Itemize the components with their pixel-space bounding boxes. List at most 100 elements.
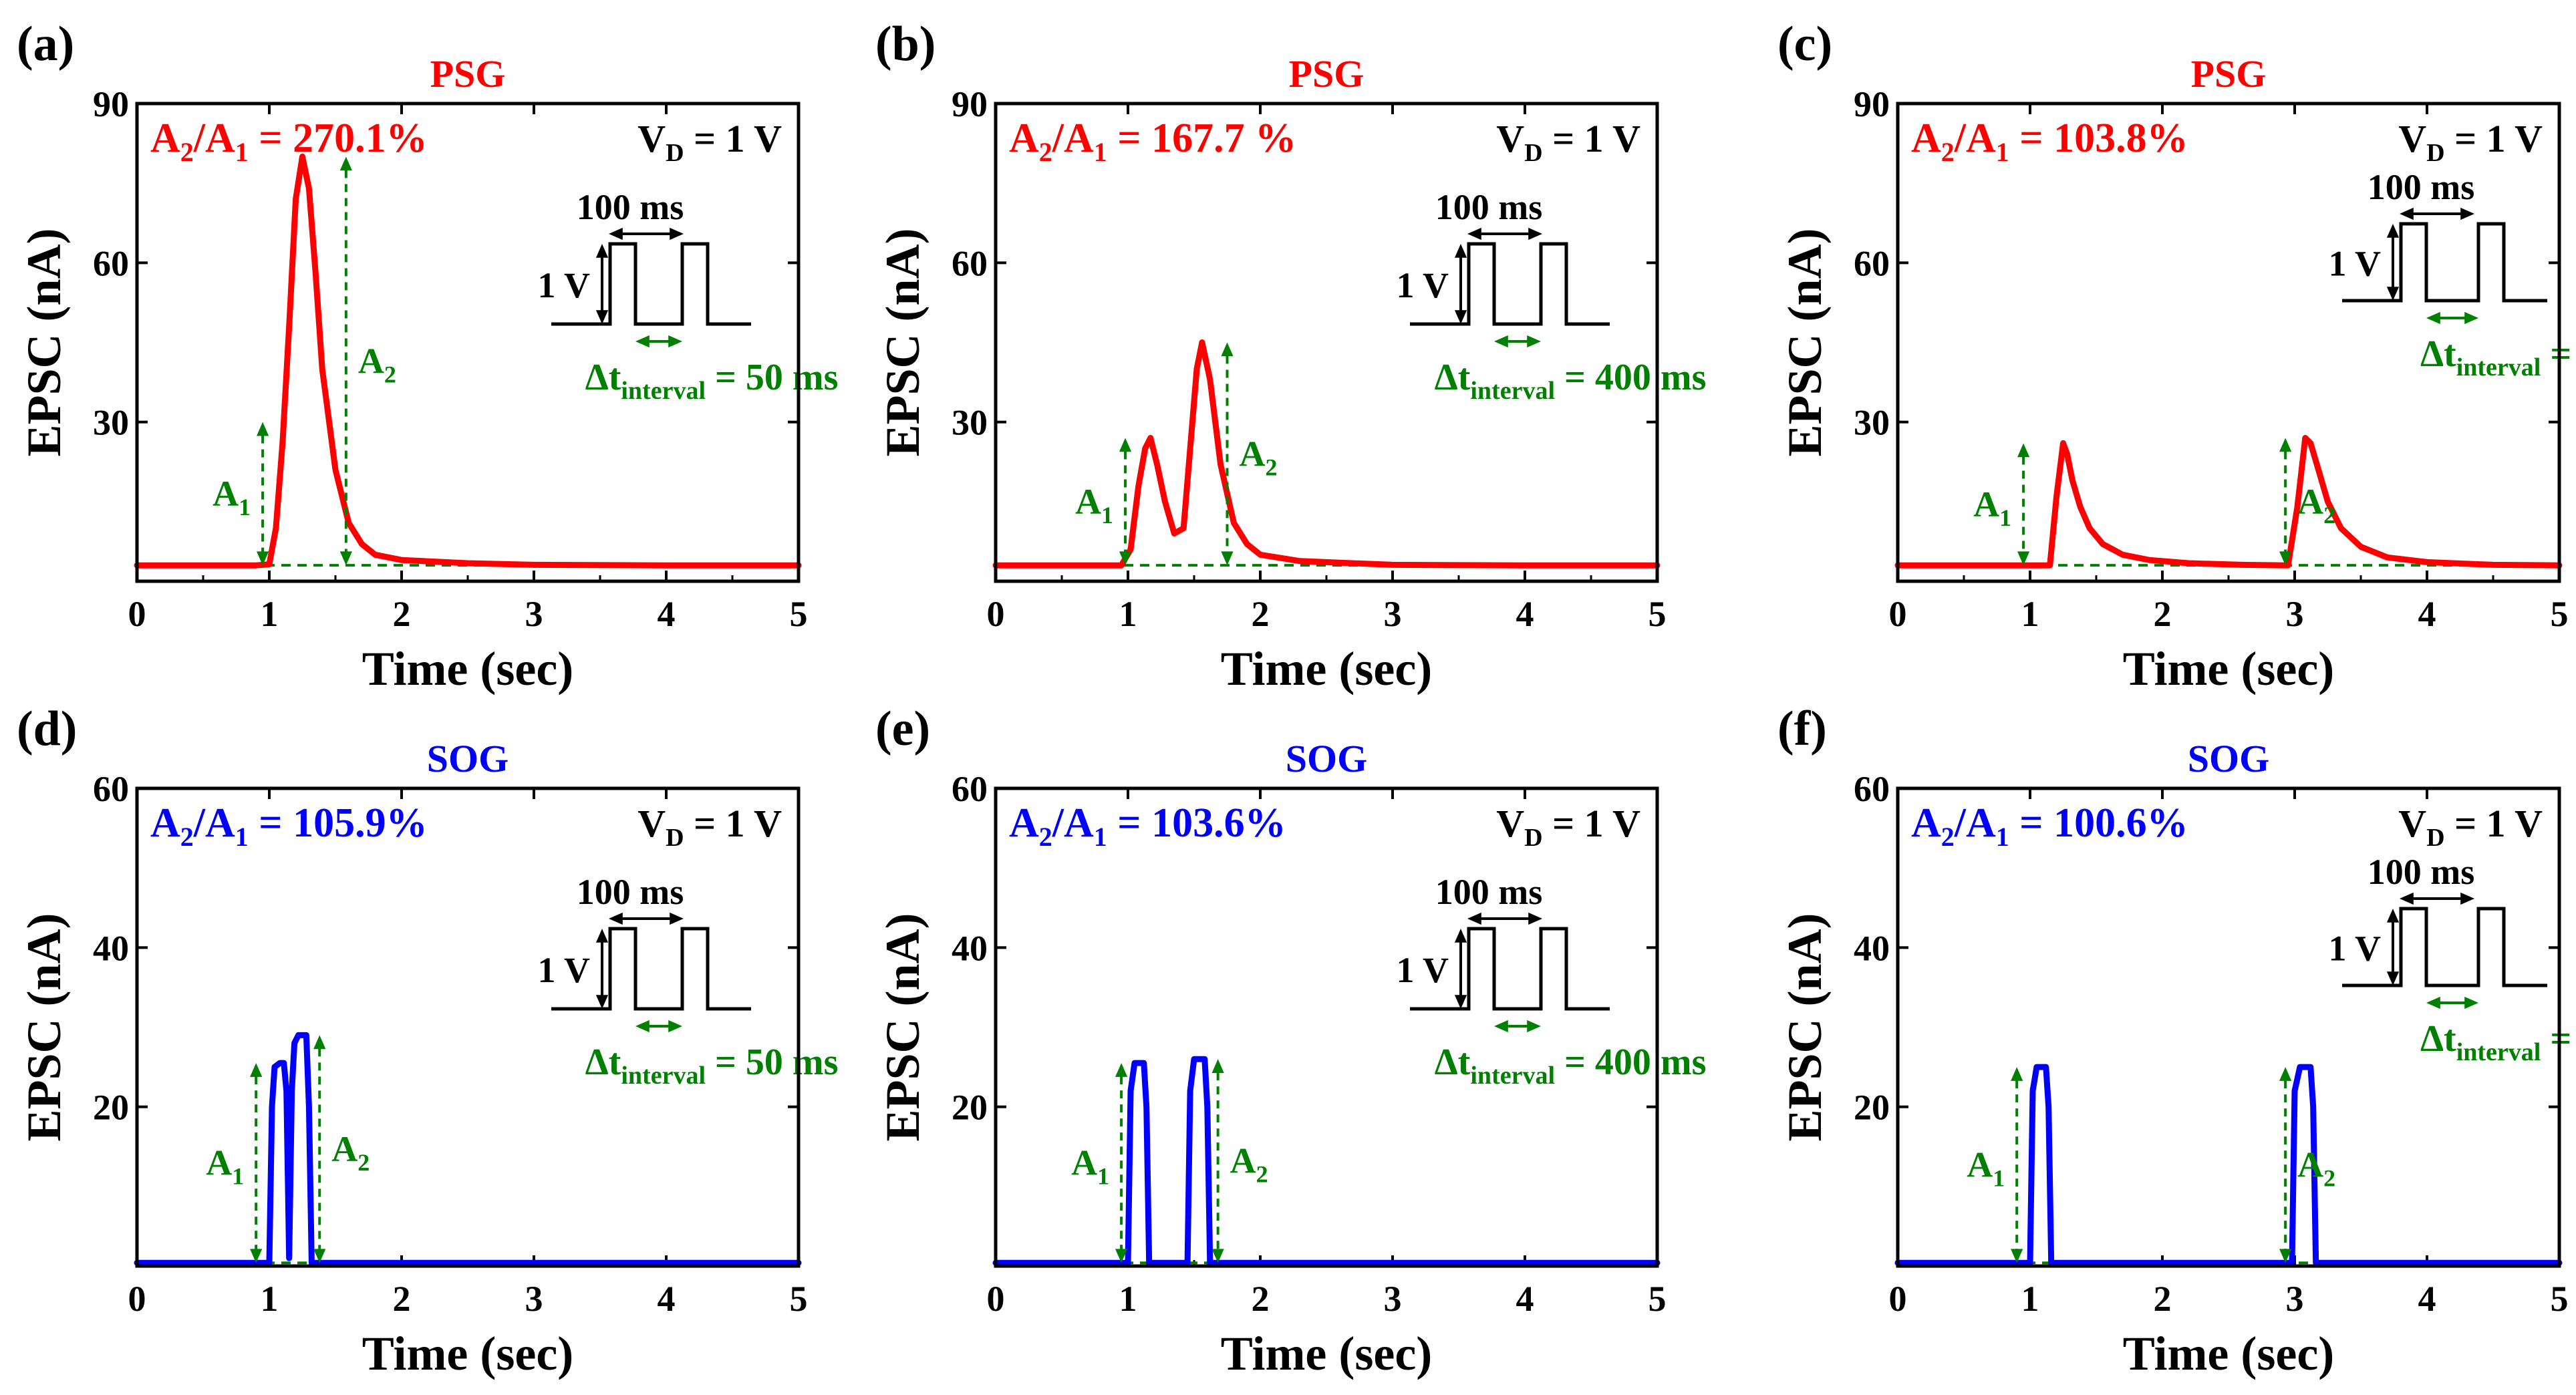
arrow-head xyxy=(595,310,609,324)
vd-sub: D xyxy=(2426,139,2444,167)
x-tick-label: 1 xyxy=(261,1279,279,1319)
panel-label: (d) xyxy=(17,702,77,756)
ratio-mid: /A xyxy=(1052,800,1094,846)
interval-sub: interval xyxy=(1470,1062,1555,1090)
ratio-tail: = 167.7 % xyxy=(1107,116,1296,161)
vd-sub: D xyxy=(1524,139,1542,167)
arrow-head xyxy=(1211,1059,1224,1073)
pulse-amplitude-label: 1 V xyxy=(537,950,590,990)
ratio-sub: 1 xyxy=(1094,822,1107,852)
label-subscript: 1 xyxy=(239,494,251,520)
interval-main: Δt xyxy=(585,1042,621,1083)
pulse-interval-label: Δtinterval = 50 ms xyxy=(585,1042,839,1090)
arrow-head xyxy=(2386,224,2400,238)
a1-label: A1 xyxy=(1071,1143,1109,1190)
plot-frame xyxy=(994,786,1659,1268)
label-subscript: 1 xyxy=(232,1163,244,1190)
interval-main: Δt xyxy=(2420,333,2456,375)
pulse-interval-label: Δtinterval = 1.9 s xyxy=(2420,333,2576,381)
y-tick-label: 60 xyxy=(93,769,129,809)
arrow-head xyxy=(2279,1249,2292,1263)
ratio-main: A xyxy=(1009,116,1039,161)
arrow-head xyxy=(2017,443,2030,458)
series-line xyxy=(1894,435,2563,569)
vd-text: VD = 1 V xyxy=(2398,117,2543,167)
vd-text: VD = 1 V xyxy=(1496,802,1640,852)
a2-label: A2 xyxy=(1240,434,1278,480)
y-axis-label: EPSC (nA) xyxy=(876,913,929,1141)
arrow-head xyxy=(1494,335,1508,348)
ratio-text: A2/A1 = 103.6% xyxy=(1009,800,1286,852)
label-main: A xyxy=(1973,484,1999,524)
x-tick-label: 5 xyxy=(1649,1279,1667,1319)
a2-label: A2 xyxy=(1230,1141,1268,1188)
y-tick-label: 40 xyxy=(952,928,988,968)
chart-title: SOG xyxy=(427,737,509,780)
pulse-waveform xyxy=(1410,242,1610,326)
vd-main: V xyxy=(1496,117,1524,160)
a1-label: A1 xyxy=(212,474,251,520)
chart-title: PSG xyxy=(1289,52,1365,96)
ratio-sub: 2 xyxy=(1039,137,1052,167)
y-tick-label: 30 xyxy=(952,403,988,443)
ratio-tail: = 103.8% xyxy=(2009,116,2188,161)
ratio-text: A2/A1 = 270.1% xyxy=(150,116,428,167)
x-tick-label: 0 xyxy=(987,1279,1005,1319)
ratio-sub: 2 xyxy=(180,822,194,852)
ratio-tail: = 105.9% xyxy=(249,800,428,846)
chart-title: PSG xyxy=(430,52,506,96)
arrow-head xyxy=(339,551,352,566)
vd-tail: = 1 V xyxy=(1543,802,1641,845)
interval-tail: = 400 ms xyxy=(1555,1042,1706,1083)
panel-label: (e) xyxy=(875,702,930,756)
a2-label: A2 xyxy=(331,1129,370,1176)
arrow-head xyxy=(635,335,650,348)
arrow-head xyxy=(1528,227,1542,241)
vd-main: V xyxy=(1496,802,1524,845)
plot-frame xyxy=(1896,102,2561,583)
y-tick-label: 90 xyxy=(952,84,988,124)
y-tick-label: 90 xyxy=(1854,84,1890,124)
arrow-head xyxy=(2460,207,2474,220)
arrow-head xyxy=(1494,1020,1508,1033)
vd-sub: D xyxy=(2426,824,2444,852)
x-tick-label: 3 xyxy=(2286,1279,2304,1319)
pulse-amplitude-label: 1 V xyxy=(2328,929,2381,969)
arrow-head xyxy=(609,912,623,925)
y-tick-label: 60 xyxy=(93,243,129,283)
label-main: A xyxy=(2297,482,2323,522)
pulse-amplitude-label: 1 V xyxy=(1396,265,1449,305)
arrow-head xyxy=(670,912,684,925)
interval-main: Δt xyxy=(585,357,621,398)
vd-text: VD = 1 V xyxy=(2398,802,2543,852)
ratio-sub: 1 xyxy=(235,137,249,167)
y-axis-label: EPSC (nA) xyxy=(1778,913,1832,1141)
arrow-head xyxy=(250,1249,263,1263)
y-tick-label: 40 xyxy=(1854,928,1890,968)
x-tick-label: 4 xyxy=(2418,1279,2436,1319)
chart-title: SOG xyxy=(1286,737,1368,780)
label-main: A xyxy=(212,474,239,514)
arrow-head xyxy=(668,335,682,348)
series-line xyxy=(992,1056,1661,1266)
label-subscript: 2 xyxy=(357,1149,370,1176)
label-main: A xyxy=(1240,434,1266,474)
x-tick-label: 2 xyxy=(2154,594,2172,634)
a1-label: A1 xyxy=(1967,1145,2005,1192)
x-axis-label: Time (sec) xyxy=(1221,1327,1433,1380)
x-tick-label: 0 xyxy=(1889,594,1907,634)
x-tick-label: 5 xyxy=(2551,594,2569,634)
plot-frame xyxy=(135,786,801,1268)
x-tick-label: 5 xyxy=(790,1279,808,1319)
ratio-mid: /A xyxy=(193,800,235,846)
x-tick-label: 2 xyxy=(393,1279,411,1319)
y-tick-label: 60 xyxy=(952,769,988,809)
arrow-head xyxy=(2279,1067,2292,1081)
panel-label: (b) xyxy=(875,17,936,71)
pulse-width-label: 100 ms xyxy=(1435,187,1543,227)
pulse-waveform xyxy=(1410,927,1610,1011)
